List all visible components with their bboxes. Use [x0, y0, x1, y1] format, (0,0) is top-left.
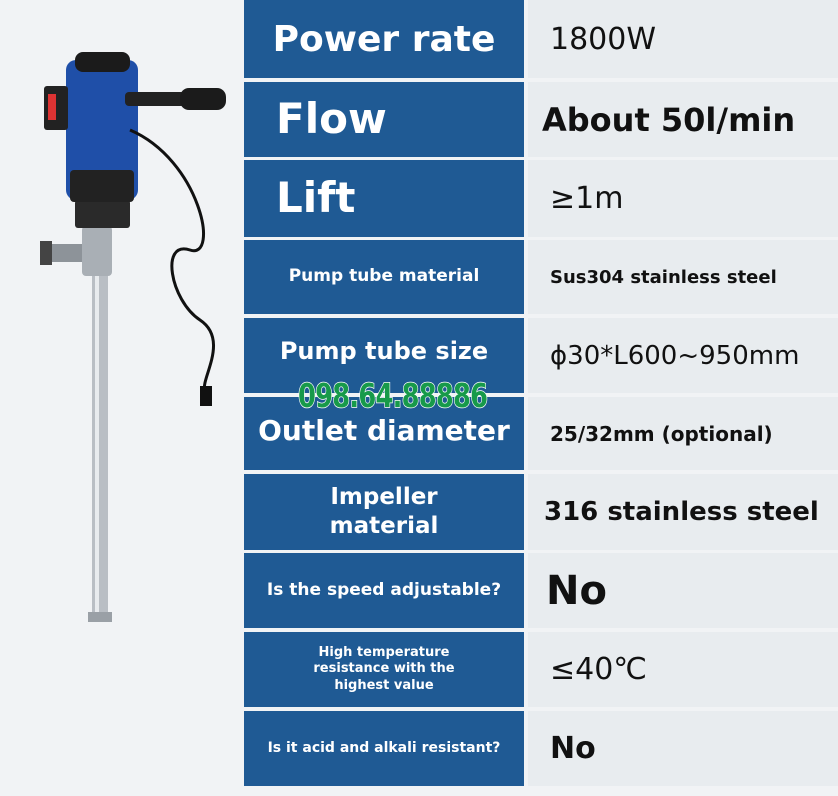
spec-row-pump-tube-material: Pump tube material Sus304 stainless stee…	[244, 240, 838, 314]
spec-value: 316 stainless steel	[528, 474, 838, 550]
spec-value: No	[528, 553, 838, 628]
spec-value: 1800W	[528, 0, 838, 78]
spec-value: No	[528, 711, 838, 786]
spec-label: Is the speed adjustable?	[244, 553, 524, 628]
spec-row-lift: Lift ≥1m	[244, 160, 838, 237]
spec-label: Lift	[244, 160, 524, 237]
spec-value: ≥1m	[528, 160, 838, 237]
spec-row-power-rate: Power rate 1800W	[244, 0, 838, 78]
spec-value: Sus304 stainless steel	[528, 240, 838, 314]
spec-value: ≤40℃	[528, 632, 838, 707]
spec-value: ϕ30*L600~950mm	[528, 318, 838, 393]
spec-row-outlet-diameter: Outlet diameter 25/32mm (optional)	[244, 397, 838, 470]
spec-label: Flow	[244, 82, 524, 157]
spec-row-impeller-material: Impeller material 316 stainless steel	[244, 474, 838, 550]
product-image-drum-pump	[0, 0, 244, 792]
spec-label: Impeller material	[244, 474, 524, 550]
spec-value: About 50l/min	[528, 82, 838, 157]
spec-row-flow: Flow About 50l/min	[244, 82, 838, 157]
spec-row-pump-tube-size: Pump tube size ϕ30*L600~950mm	[244, 318, 838, 393]
spec-label: Outlet diameter	[244, 397, 524, 470]
spec-label: Is it acid and alkali resistant?	[244, 711, 524, 786]
phone-watermark: 098.64.88886	[297, 375, 488, 416]
spec-label: Pump tube material	[244, 240, 524, 314]
spec-row-speed-adjustable: Is the speed adjustable? No	[244, 553, 838, 628]
spec-label: Power rate	[244, 0, 524, 78]
spec-label: High temperature resistance with the hig…	[244, 632, 524, 707]
spec-row-acid-alkali-resistant: Is it acid and alkali resistant? No	[244, 711, 838, 786]
spec-label: Pump tube size	[244, 318, 524, 393]
spec-value: 25/32mm (optional)	[528, 397, 838, 470]
spec-row-max-temperature: High temperature resistance with the hig…	[244, 632, 838, 707]
